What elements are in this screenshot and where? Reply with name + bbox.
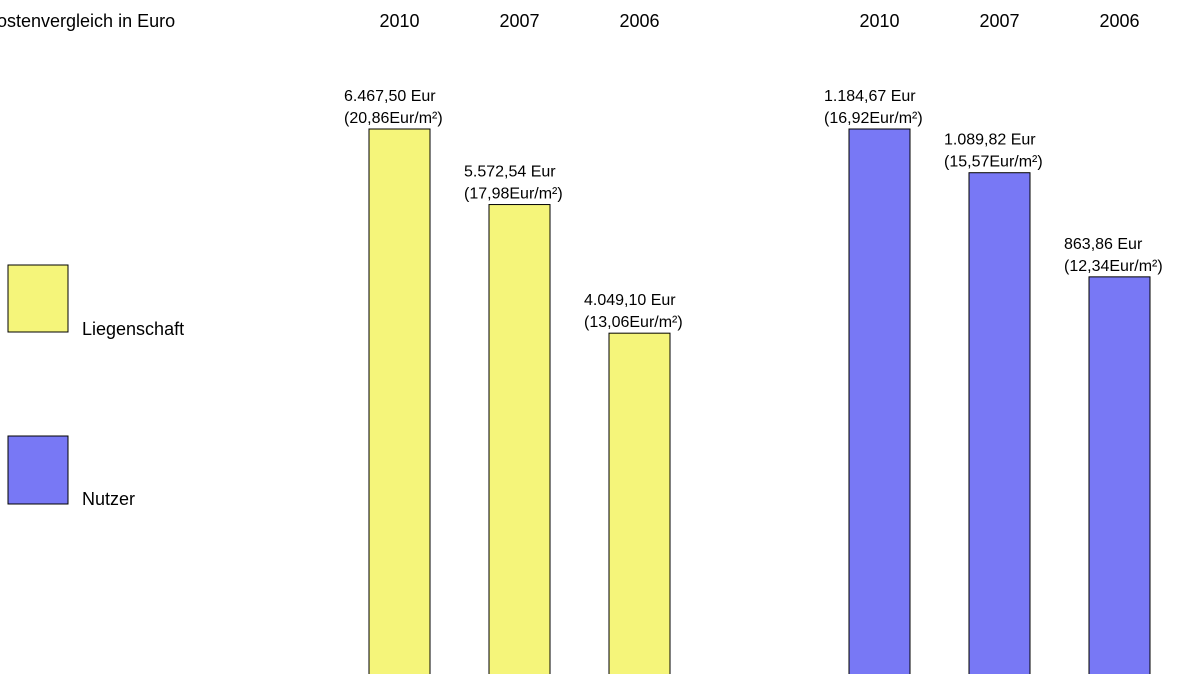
- data-label-per-m2-nutzer-2006: (12,34Eur/m²): [1064, 258, 1163, 275]
- tick-label-nutzer-2006: 2006: [1099, 11, 1139, 31]
- data-label-amount-liegenschaft-2010: 6.467,50 Eur: [344, 88, 436, 105]
- bar-liegenschaft-2010: [368, 128, 431, 674]
- legend-swatch-liegenschaft: [7, 264, 69, 333]
- bar-liegenschaft-2006: [608, 332, 671, 674]
- legend-label-nutzer: Nutzer: [82, 489, 135, 509]
- bar-nutzer-2007: [968, 172, 1031, 674]
- bar-nutzer-2006: [1088, 276, 1151, 674]
- data-label-amount-nutzer-2007: 1.089,82 Eur: [944, 132, 1036, 149]
- tick-label-liegenschaft-2006: 2006: [619, 11, 659, 31]
- tick-label-liegenschaft-2007: 2007: [499, 11, 539, 31]
- tick-label-nutzer-2010: 2010: [859, 11, 899, 31]
- tick-label-nutzer-2007: 2007: [979, 11, 1019, 31]
- data-label-per-m2-liegenschaft-2007: (17,98Eur/m²): [464, 186, 563, 203]
- plot-nutzer: 2010 1.184,67 Eur (16,92Eur/m²) 2007 1.089,8…: [824, 11, 1163, 674]
- data-label-per-m2-liegenschaft-2006: (13,06Eur/m²): [584, 314, 683, 331]
- tick-label-liegenschaft-2010: 2010: [379, 11, 419, 31]
- legend-label-liegenschaft: Liegenschaft: [82, 319, 184, 339]
- bar-liegenschaft-2007: [488, 204, 551, 674]
- data-label-amount-liegenschaft-2006: 4.049,10 Eur: [584, 292, 676, 309]
- data-label-amount-liegenschaft-2007: 5.572,54 Eur: [464, 164, 556, 181]
- data-label-per-m2-liegenschaft-2010: (20,86Eur/m²): [344, 110, 443, 127]
- legend-swatch-nutzer: [7, 435, 69, 505]
- data-label-amount-nutzer-2006: 863,86 Eur: [1064, 236, 1143, 253]
- data-label-amount-nutzer-2010: 1.184,67 Eur: [824, 88, 916, 105]
- bar-nutzer-2010: [848, 128, 911, 674]
- data-label-per-m2-nutzer-2010: (16,92Eur/m²): [824, 110, 923, 127]
- data-label-per-m2-nutzer-2007: (15,57Eur/m²): [944, 154, 1043, 171]
- chart-title: ostenvergleich in Euro: [0, 11, 175, 31]
- plot-liegenschaft: 2010 6.467,50 Eur (20,86Eur/m²) 2007 5.572,5…: [344, 11, 683, 674]
